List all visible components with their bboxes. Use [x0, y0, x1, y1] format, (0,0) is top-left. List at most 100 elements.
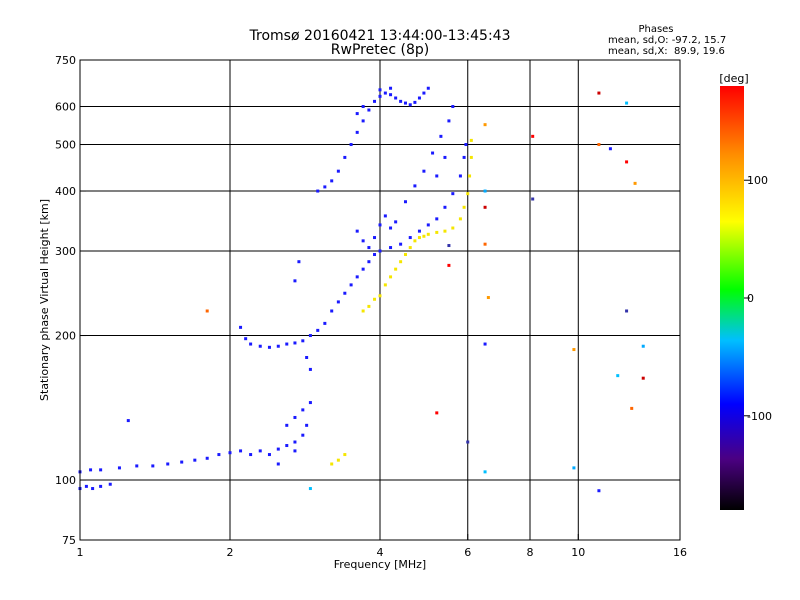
- data-point: [276, 447, 280, 451]
- data-point: [483, 123, 487, 127]
- data-point: [367, 108, 371, 112]
- data-point: [378, 94, 382, 98]
- data-point: [394, 267, 398, 271]
- data-point: [531, 197, 535, 201]
- data-point: [293, 341, 297, 345]
- data-point: [367, 246, 371, 250]
- data-point: [293, 449, 297, 453]
- data-point: [349, 283, 353, 287]
- data-point: [373, 236, 377, 240]
- data-point: [343, 291, 347, 295]
- data-point: [572, 466, 576, 470]
- data-point: [625, 309, 629, 313]
- data-point: [399, 242, 403, 246]
- data-point: [84, 484, 88, 488]
- data-point: [367, 260, 371, 264]
- x-tick-label: 4: [377, 546, 384, 559]
- data-point: [301, 408, 305, 412]
- colorbar-tick-label: -100: [747, 410, 772, 423]
- data-point: [180, 460, 184, 464]
- data-point: [205, 309, 209, 313]
- x-axis-ticks: 1 2 4 6 8 10 16: [77, 534, 687, 559]
- data-point: [330, 462, 334, 466]
- data-point: [361, 309, 365, 313]
- data-point: [301, 339, 305, 343]
- data-point: [193, 458, 197, 462]
- y-tick-label: 200: [55, 330, 76, 343]
- data-point: [239, 449, 243, 453]
- data-point: [468, 174, 472, 178]
- data-point: [641, 376, 645, 380]
- data-point: [408, 103, 412, 107]
- data-point: [389, 275, 393, 279]
- data-point: [205, 456, 209, 460]
- data-point: [297, 260, 301, 264]
- data-point: [343, 155, 347, 159]
- data-point: [293, 279, 297, 283]
- data-point: [443, 205, 447, 209]
- y-tick-label: 400: [55, 185, 76, 198]
- data-point: [439, 134, 443, 138]
- data-point: [435, 411, 439, 415]
- colorbar-tick-label: 0: [747, 292, 754, 305]
- chart-subtitle: RwPretec (8p): [331, 42, 429, 58]
- y-tick-label: 75: [62, 534, 76, 547]
- data-points: [78, 86, 645, 493]
- data-point: [462, 205, 466, 209]
- data-point: [217, 453, 221, 457]
- data-point: [417, 236, 421, 240]
- data-point: [464, 143, 468, 147]
- data-point: [451, 192, 455, 196]
- data-point: [394, 220, 398, 224]
- data-point: [276, 462, 280, 466]
- data-point: [531, 134, 535, 138]
- x-tick-label: 10: [571, 546, 585, 559]
- data-point: [422, 91, 426, 95]
- data-point: [399, 99, 403, 103]
- data-point: [435, 174, 439, 178]
- data-point: [458, 217, 462, 221]
- data-point: [99, 484, 103, 488]
- data-point: [597, 91, 601, 95]
- data-point: [462, 155, 466, 159]
- x-tick-label: 6: [464, 546, 471, 559]
- data-point: [426, 223, 430, 227]
- data-point: [355, 275, 359, 279]
- data-point: [336, 300, 340, 304]
- data-point: [443, 229, 447, 233]
- data-point: [330, 309, 334, 313]
- data-point: [378, 294, 382, 298]
- data-point: [373, 253, 377, 257]
- colorbar-tick-label: 100: [747, 174, 768, 187]
- colorbar-label: [deg]: [719, 72, 748, 85]
- phase-stats-x: mean, sd,X: 89.9, 19.6: [608, 46, 725, 57]
- data-point: [483, 189, 487, 193]
- x-tick-label: 8: [527, 546, 534, 559]
- data-point: [285, 423, 289, 427]
- data-point: [422, 234, 426, 238]
- x-tick-label: 16: [673, 546, 687, 559]
- data-point: [343, 453, 347, 457]
- y-tick-label: 300: [55, 245, 76, 258]
- data-point: [293, 440, 297, 444]
- chart-title: Tromsø 20160421 13:44:00-13:45:43: [249, 28, 511, 44]
- data-point: [483, 242, 487, 246]
- data-point: [435, 217, 439, 221]
- data-point: [389, 86, 393, 90]
- data-point: [91, 487, 95, 491]
- data-point: [443, 155, 447, 159]
- y-tick-label: 100: [55, 474, 76, 487]
- data-point: [99, 468, 103, 472]
- data-point: [383, 91, 387, 95]
- data-point: [483, 205, 487, 209]
- colorbar: [720, 86, 744, 510]
- data-point: [108, 482, 112, 486]
- data-point: [316, 328, 320, 332]
- data-point: [572, 348, 576, 352]
- data-point: [308, 367, 312, 371]
- data-point: [403, 253, 407, 257]
- y-tick-label: 500: [55, 139, 76, 152]
- data-point: [383, 283, 387, 287]
- data-point: [403, 200, 407, 204]
- data-point: [426, 232, 430, 236]
